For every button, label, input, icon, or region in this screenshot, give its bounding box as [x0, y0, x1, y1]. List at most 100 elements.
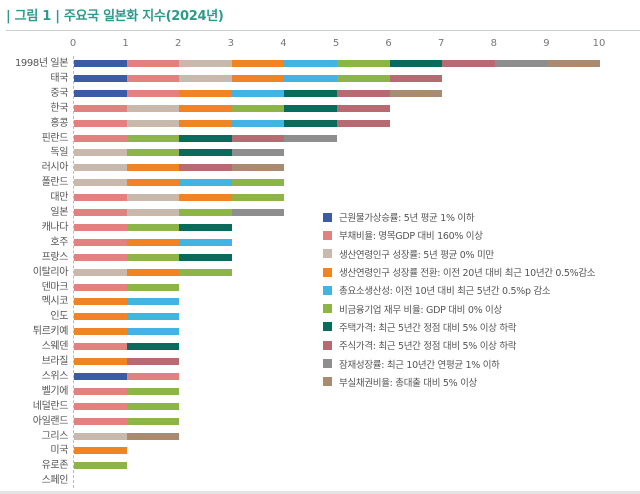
- stacked-bar: [74, 372, 180, 380]
- bar-segment: [389, 60, 443, 67]
- bar-segment: [179, 209, 232, 216]
- bar-segment: [336, 104, 390, 112]
- stacked-bar: [74, 209, 285, 216]
- title-divider: [6, 30, 640, 31]
- category-label: 핀란드: [41, 132, 69, 144]
- bar-segment: [74, 179, 127, 187]
- bar-segment: [284, 134, 337, 142]
- bar-segment: [126, 253, 180, 261]
- stacked-bar: [74, 298, 180, 306]
- bar-segment: [231, 179, 285, 187]
- stacked-bar: [74, 149, 285, 157]
- category-label: 프랑스: [41, 251, 69, 263]
- bar-segment: [389, 74, 443, 82]
- bar-segment: [231, 89, 285, 97]
- x-tick-label: 6: [385, 38, 392, 49]
- category-label: 이탈리아: [32, 266, 69, 278]
- legend-item: 비금융기업 재무 비율: GDP 대비 0% 이상: [323, 299, 595, 317]
- bar-segment: [74, 268, 127, 276]
- legend-label: 잠재성장률: 최근 10년간 연평균 1% 이하: [339, 359, 500, 371]
- stacked-bar: [74, 343, 180, 351]
- bar-segment: [74, 417, 127, 425]
- bar-segment: [126, 283, 180, 291]
- legend-swatch-icon: [323, 377, 332, 387]
- legend-swatch-icon: [323, 340, 332, 350]
- legend-label: 부실채권비율: 총대출 대비 5% 이상: [339, 377, 477, 389]
- bar-segment: [126, 402, 180, 410]
- category-label: 아일랜드: [32, 415, 69, 427]
- bar-segment: [74, 89, 127, 97]
- bar-segment: [126, 60, 180, 67]
- bar-segment: [126, 432, 180, 440]
- bottom-divider: [0, 491, 640, 494]
- bar-segment: [126, 209, 180, 216]
- stacked-bar: [74, 358, 180, 365]
- bar-segment: [179, 104, 232, 112]
- bar-segment: [442, 60, 495, 67]
- legend-swatch-icon: [323, 249, 332, 259]
- stacked-bar: [74, 89, 443, 97]
- category-label: 러시아: [41, 162, 69, 174]
- legend-label: 주택가격: 최근 5년간 정점 대비 5% 이상 하락: [339, 322, 517, 334]
- bar-segment: [126, 119, 180, 127]
- category-label: 호주: [50, 236, 68, 248]
- stacked-bar: [74, 60, 600, 67]
- bar-segment: [74, 328, 127, 336]
- bar-segment: [231, 104, 285, 112]
- stacked-bar: [74, 164, 285, 172]
- legend-label: 부채비율: 명목GDP 대비 160% 이상: [339, 231, 483, 243]
- bar-segment: [126, 328, 180, 336]
- category-label: 튀르키예: [32, 326, 69, 338]
- bar-segment: [284, 74, 337, 82]
- legend-label: 비금융기업 재무 비율: GDP 대비 0% 이상: [339, 304, 502, 316]
- bar-segment: [336, 60, 390, 67]
- stacked-bar: [74, 74, 443, 82]
- x-tick-label: 3: [227, 38, 234, 49]
- bar-segment: [74, 209, 127, 216]
- bar-segment: [179, 60, 232, 67]
- stacked-bar: [74, 387, 180, 395]
- bar-segment: [231, 164, 285, 172]
- bar-segment: [231, 134, 285, 142]
- category-label: 스위스: [41, 370, 69, 382]
- bar-segment: [179, 223, 232, 231]
- legend-item: 주택가격: 최근 5년간 정점 대비 5% 이상 하락: [323, 318, 595, 336]
- legend-item: 부실채권비율: 총대출 대비 5% 이상: [323, 373, 595, 391]
- stacked-bar: [74, 253, 232, 261]
- bar-segment: [179, 164, 232, 172]
- x-tick-label: 1: [122, 38, 129, 49]
- x-tick-label: 9: [543, 38, 550, 49]
- bar-segment: [389, 89, 443, 97]
- bar-segment: [74, 402, 127, 410]
- bar-segment: [74, 74, 127, 82]
- bar-segment: [74, 253, 127, 261]
- category-label: 스웨덴: [41, 341, 69, 353]
- bar-segment: [179, 238, 232, 246]
- stacked-bar: [74, 417, 180, 425]
- bar-segment: [547, 60, 600, 67]
- stacked-bar: [74, 268, 232, 276]
- bar-segment: [74, 223, 127, 231]
- category-label: 한국: [50, 102, 68, 114]
- bar-segment: [74, 343, 127, 351]
- stacked-bar: [74, 283, 180, 291]
- category-label: 1998년 일본: [14, 58, 68, 69]
- legend-swatch-icon: [323, 359, 332, 369]
- stacked-bar: [74, 432, 180, 440]
- bar-segment: [231, 194, 285, 202]
- stacked-bar: [74, 223, 232, 231]
- bar-segment: [179, 134, 232, 142]
- category-label: 홍콩: [50, 117, 68, 129]
- bar-segment: [231, 74, 285, 82]
- bar-segment: [126, 194, 180, 202]
- bar-segment: [74, 149, 127, 157]
- bar-segment: [179, 179, 232, 187]
- category-label: 그리스: [41, 430, 69, 442]
- bar-segment: [126, 104, 180, 112]
- bar-segment: [74, 119, 127, 127]
- x-tick-label: 10: [592, 38, 606, 49]
- x-tick-label: 0: [69, 38, 77, 49]
- bar-segment: [179, 74, 232, 82]
- bar-segment: [126, 89, 180, 97]
- category-label: 폴란드: [41, 177, 69, 189]
